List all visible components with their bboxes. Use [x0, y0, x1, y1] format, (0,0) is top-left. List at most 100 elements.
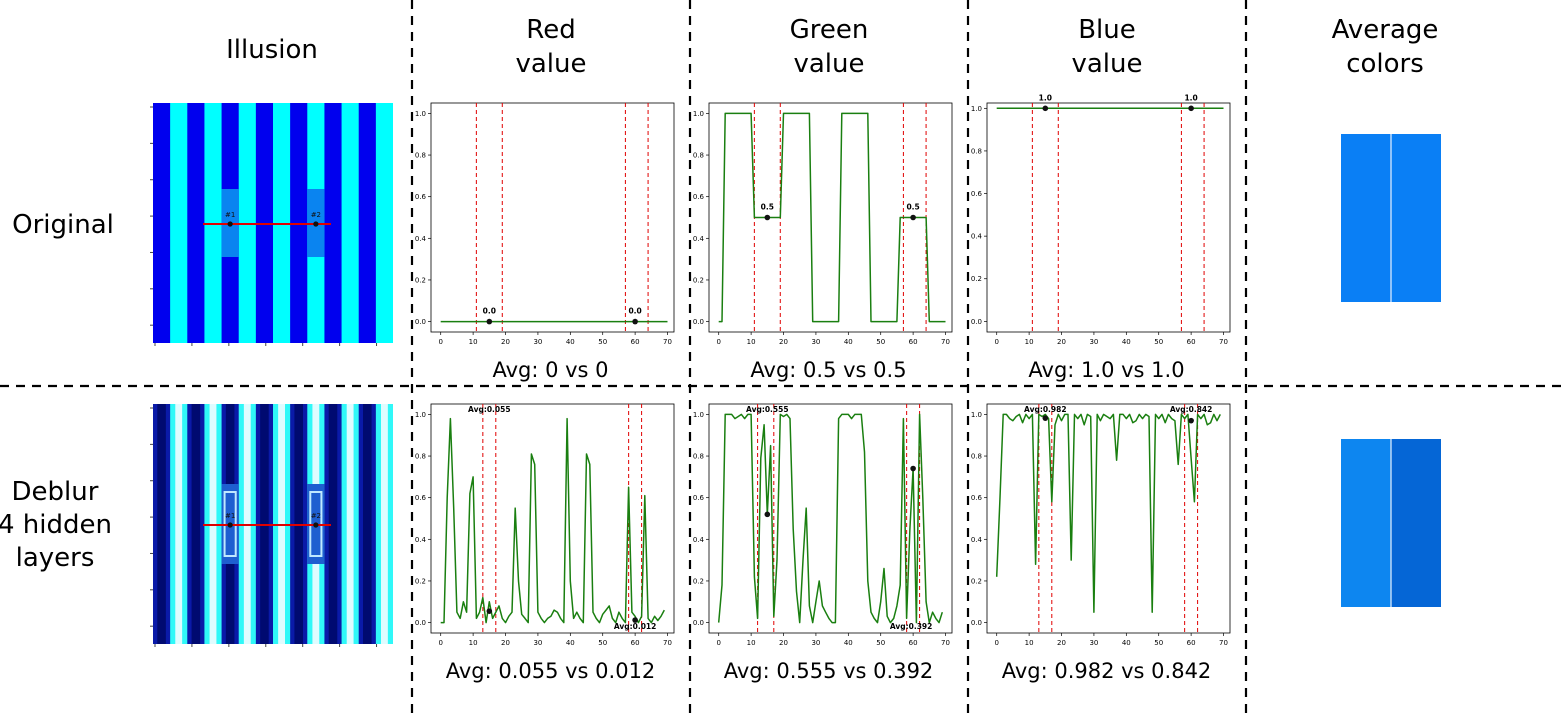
x-tick-label: 10: [1025, 338, 1034, 346]
y-tick-label: 1.0: [415, 411, 426, 419]
header-average-line1: Average: [1332, 15, 1439, 45]
chart-original-red: 0 10 20 30 40 50 60 70 0.0 0.2 0.4 0.6 0.8 1.0 0.0 0.0 A…: [415, 102, 675, 382]
chart-caption: Avg: 0.5 vs 0.5: [750, 358, 906, 382]
y-tick-label: 0.8: [415, 453, 426, 461]
avg-point-label: 1.0: [1039, 93, 1052, 102]
illusion-sample-point: [227, 522, 233, 528]
illusion-sample-point: [313, 221, 319, 227]
chart-original-green: 0 10 20 30 40 50 60 70 0.0 0.2 0.4 0.6 0.8 1.0 0.5 0.5 A…: [693, 102, 953, 382]
swatch-left: [1341, 439, 1391, 607]
illusion-stripe-shadow: [157, 404, 166, 644]
avg-point: [1188, 105, 1194, 112]
x-tick-label: 0: [994, 639, 998, 647]
avg-point: [910, 465, 916, 472]
illusion-stripe-shadow: [363, 404, 372, 644]
header-blue-line1: Blue: [1078, 15, 1136, 45]
x-tick-label: 40: [1122, 639, 1131, 647]
avg-point: [486, 318, 493, 325]
y-tick-label: 1.0: [415, 110, 426, 118]
swatch-original: [1341, 134, 1441, 302]
y-tick-label: 0.6: [415, 193, 427, 201]
x-tick-label: 30: [811, 338, 820, 346]
y-tick-label: 0.6: [415, 494, 427, 502]
avg-point-label: Avg:0.012: [614, 622, 657, 631]
illusion-stripe: [341, 103, 359, 343]
x-tick-label: 70: [663, 639, 672, 647]
y-tick-label: 0.4: [693, 235, 705, 243]
chart-frame: [430, 102, 675, 333]
illusion-image-original: #1 #2: [150, 103, 393, 346]
header-red-line1: Red: [526, 15, 575, 45]
illusion-stripe-shadow: [191, 404, 201, 644]
chart-caption: Avg: 0.982 vs 0.842: [1002, 659, 1212, 683]
row-label-deblur-line1: Deblur: [12, 477, 99, 507]
illusion-marker-label: #1: [225, 211, 235, 219]
x-tick-label: 30: [1089, 338, 1098, 346]
chart-deblur-green: 0 10 20 30 40 50 60 70 0.0 0.2 0.4 0.6 0.8 1.0 Avg:0.5…: [693, 403, 953, 683]
y-tick-label: 0.8: [971, 453, 982, 461]
series-line: [718, 112, 946, 323]
x-tick-label: 60: [631, 338, 640, 346]
x-tick-label: 0: [994, 338, 998, 346]
y-tick-label: 0.0: [693, 619, 704, 627]
swatch-right: [1391, 439, 1441, 607]
header-green-line1: Green: [790, 15, 869, 45]
y-tick-label: 1.0: [971, 105, 982, 113]
chart-caption: Avg: 1.0 vs 1.0: [1028, 358, 1184, 382]
row-label-deblur-line2: 4 hidden: [0, 510, 112, 540]
y-tick-label: 0.4: [415, 536, 427, 544]
avg-point: [1188, 417, 1194, 424]
avg-point-label: 0.0: [483, 307, 496, 316]
illusion-stripe-shadow: [328, 404, 338, 644]
swatch-right: [1391, 134, 1441, 302]
illusion-image-deblur: #1 #2: [150, 404, 393, 647]
chart-deblur-blue: 0 10 20 30 40 50 60 70 0.0 0.2 0.4 0.6 0.8 1.0 Avg:0.9…: [971, 403, 1231, 683]
y-tick-label: 1.0: [693, 411, 704, 419]
illusion-stripe-highlight: [175, 404, 183, 644]
x-tick-label: 70: [1219, 639, 1228, 647]
chart-original-blue: 0 10 20 30 40 50 60 70 0.0 0.2 0.4 0.6 0.8 1.0 1.0 1.0 A…: [971, 93, 1231, 382]
y-tick-label: 0.2: [693, 577, 704, 585]
avg-point: [1042, 415, 1049, 421]
x-tick-label: 50: [876, 639, 885, 647]
x-tick-label: 40: [1122, 338, 1131, 346]
header-average-line2: colors: [1346, 49, 1424, 79]
avg-point-label: 0.5: [761, 203, 774, 212]
illusion-marker-label: #2: [311, 512, 321, 520]
series-line: [995, 413, 1221, 613]
avg-point: [764, 214, 771, 221]
y-tick-label: 0.8: [693, 453, 704, 461]
x-tick-label: 20: [779, 639, 788, 647]
y-tick-label: 0.6: [971, 190, 983, 198]
x-tick-label: 70: [941, 338, 950, 346]
illusion-stripe: [170, 103, 188, 343]
x-tick-label: 30: [533, 338, 542, 346]
avg-point: [764, 511, 771, 518]
x-tick-label: 30: [1089, 639, 1098, 647]
y-tick-label: 0.2: [971, 577, 982, 585]
y-tick-label: 0.6: [693, 193, 705, 201]
avg-point-label: Avg:0.055: [468, 405, 511, 414]
y-tick-label: 0.2: [415, 276, 426, 284]
y-tick-label: 0.0: [971, 318, 982, 326]
y-tick-label: 0.4: [971, 536, 983, 544]
x-tick-label: 60: [909, 338, 918, 346]
row-label-deblur-line3: layers: [16, 543, 95, 573]
illusion-marker-label: #2: [311, 211, 321, 219]
illusion-sample-point: [313, 522, 319, 528]
avg-point-label: Avg:0.392: [890, 622, 933, 631]
avg-point: [486, 608, 493, 614]
x-tick-label: 20: [1057, 639, 1066, 647]
series-line: [717, 413, 944, 624]
x-tick-label: 20: [1057, 338, 1066, 346]
x-tick-label: 30: [811, 639, 820, 647]
chart-frame: [986, 102, 1231, 333]
x-tick-label: 60: [631, 639, 640, 647]
x-tick-label: 30: [533, 639, 542, 647]
avg-point-label: Avg:0.982: [1024, 405, 1067, 414]
y-tick-label: 0.0: [693, 318, 704, 326]
x-tick-label: 20: [501, 338, 510, 346]
x-tick-label: 50: [876, 338, 885, 346]
